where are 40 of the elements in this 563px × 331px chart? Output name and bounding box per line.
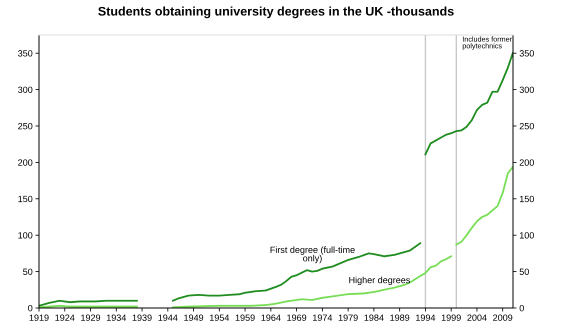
x-tick-label: 1969 bbox=[287, 314, 306, 321]
y2-tick-label: 250 bbox=[520, 122, 534, 130]
y-tick-label: 0 bbox=[28, 304, 32, 312]
x-tick-label: 1964 bbox=[261, 314, 281, 321]
y-tick-label: 100 bbox=[18, 232, 32, 239]
x-tick-label: 1939 bbox=[132, 314, 152, 321]
y2-tick-label: 100 bbox=[520, 232, 534, 239]
x-tick-label: 1944 bbox=[158, 314, 178, 321]
y-tick-label: 50 bbox=[23, 268, 32, 275]
y-tick-label: 200 bbox=[18, 159, 32, 166]
x-tick-label: 2009 bbox=[493, 314, 512, 321]
y2-tick-label: 50 bbox=[520, 268, 529, 275]
y-tick-label: 300 bbox=[18, 86, 32, 93]
x-tick-label: 1919 bbox=[30, 314, 49, 321]
line-series bbox=[455, 166, 513, 246]
x-tick-label: 1954 bbox=[210, 314, 230, 321]
x-tick-label: 1929 bbox=[81, 314, 100, 321]
x-tick-label: 1959 bbox=[236, 314, 255, 321]
x-tick-label: 1949 bbox=[184, 314, 204, 321]
y2-tick-label: 300 bbox=[520, 86, 534, 93]
x-tick-label: 2004 bbox=[467, 314, 487, 321]
chart-title: Students obtaining university degrees in the UK -thousands bbox=[98, 6, 454, 18]
line-series bbox=[424, 52, 513, 156]
y2-tick-label: 0 bbox=[520, 304, 524, 312]
y2-tick-label: 150 bbox=[520, 196, 534, 202]
x-tick-label: 1989 bbox=[390, 314, 410, 321]
y-tick-label: 150 bbox=[18, 196, 32, 202]
y-tick-label: 250 bbox=[18, 122, 32, 130]
x-tick-label: 1979 bbox=[338, 314, 358, 321]
x-tick-label: 1924 bbox=[55, 314, 75, 321]
x-tick-label: 1974 bbox=[313, 314, 332, 321]
y2-tick-label: 200 bbox=[520, 159, 534, 166]
x-tick-label: 1984 bbox=[364, 314, 384, 321]
x-tick-label: 1999 bbox=[442, 314, 461, 321]
x-tick-label: 1994 bbox=[416, 314, 436, 321]
series-label: Higher degrees bbox=[349, 276, 410, 286]
y2-tick-label: 350 bbox=[520, 50, 534, 57]
series-label: First degree (full-time only) bbox=[270, 246, 355, 264]
x-tick-label: 1934 bbox=[106, 314, 126, 321]
y-tick-label: 350 bbox=[18, 50, 32, 57]
